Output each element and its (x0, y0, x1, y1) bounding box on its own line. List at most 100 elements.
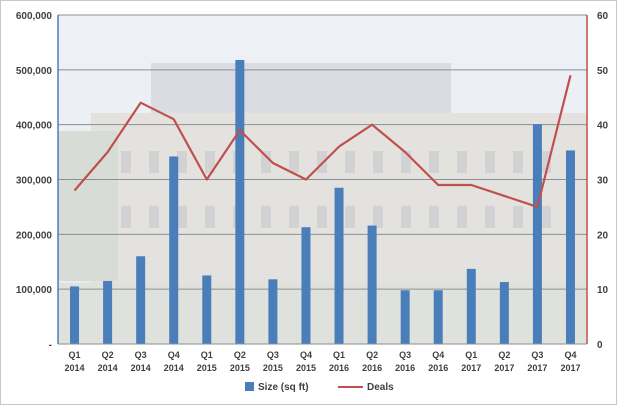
x-tick-label-quarter: Q2 (366, 350, 378, 360)
left-tick-label: 500,000 (16, 66, 53, 77)
x-tick-label-quarter: Q2 (498, 350, 510, 360)
bar (301, 227, 311, 344)
backdrop-window (345, 206, 355, 228)
x-tick-label-year: 2014 (65, 363, 85, 373)
backdrop-window (289, 206, 299, 228)
x-tick-label-year: 2016 (362, 363, 382, 373)
backdrop-ground (58, 283, 587, 344)
bar (433, 290, 443, 344)
backdrop-window (177, 206, 187, 228)
x-tick-label-quarter: Q3 (399, 350, 411, 360)
backdrop-window (261, 206, 271, 228)
left-axis-ticks: - 100,000 200,000 300,000 400,000 500,000 600,… (16, 11, 53, 351)
backdrop-window (345, 151, 355, 173)
x-tick-label-year: 2015 (296, 363, 316, 373)
left-tick-label: - (49, 340, 52, 351)
backdrop-trees-left (58, 131, 118, 281)
backdrop-window (149, 151, 159, 173)
x-tick-label-year: 2017 (461, 363, 481, 373)
left-tick-label: 100,000 (16, 285, 53, 296)
backdrop-window (317, 206, 327, 228)
bar (367, 225, 377, 344)
x-tick-label-quarter: Q4 (168, 350, 180, 360)
backdrop-window (121, 206, 131, 228)
backdrop-window (373, 151, 383, 173)
x-tick-label-year: 2015 (197, 363, 217, 373)
bar (268, 279, 278, 344)
backdrop-roof (151, 63, 451, 119)
right-tick-label: 10 (597, 285, 609, 296)
x-tick-label-quarter: Q4 (300, 350, 312, 360)
x-tick-label-quarter: Q1 (465, 350, 477, 360)
left-tick-label: 300,000 (16, 176, 53, 187)
axes (57, 15, 588, 345)
backdrop-window (457, 206, 467, 228)
bar (169, 156, 179, 344)
backdrop-window (205, 206, 215, 228)
x-tick-label-quarter: Q1 (201, 350, 213, 360)
backdrop-window (205, 151, 215, 173)
bar (334, 187, 344, 344)
bar (235, 59, 245, 345)
legend-swatch-size (245, 382, 254, 391)
deals-line (73, 75, 572, 208)
backdrop-window (541, 151, 551, 173)
left-tick-label: 400,000 (16, 121, 53, 132)
backdrop-window (485, 151, 495, 173)
x-tick-label-quarter: Q3 (531, 350, 543, 360)
backdrop-window (429, 206, 439, 228)
x-tick-label-year: 2016 (428, 363, 448, 373)
backdrop-window (485, 206, 495, 228)
x-tick-label-quarter: Q3 (267, 350, 279, 360)
backdrop-window (261, 151, 271, 173)
x-tick-label-quarter: Q3 (135, 350, 147, 360)
x-tick-label-quarter: Q1 (333, 350, 345, 360)
x-tick-label-year: 2017 (494, 363, 514, 373)
backdrop-window (457, 151, 467, 173)
right-tick-label: 0 (597, 340, 603, 351)
right-tick-label: 20 (597, 230, 609, 241)
bar (532, 124, 542, 344)
legend-label-size: Size (sq ft) (258, 382, 309, 393)
x-tick-label-quarter: Q1 (69, 350, 81, 360)
left-tick-label: 200,000 (16, 230, 53, 241)
x-tick-label-quarter: Q4 (432, 350, 444, 360)
legend-label-deals: Deals (367, 382, 394, 393)
x-tick-label-year: 2016 (329, 363, 349, 373)
right-tick-label: 30 (597, 176, 609, 187)
x-tick-label-quarter: Q4 (564, 350, 576, 360)
backdrop-window (513, 206, 523, 228)
bar (499, 282, 509, 344)
backdrop-window (177, 151, 187, 173)
right-tick-label: 50 (597, 66, 609, 77)
backdrop-window (541, 206, 551, 228)
line-series (73, 75, 572, 208)
bar (103, 280, 113, 344)
legend: Size (sq ft) Deals (245, 382, 394, 393)
bar (466, 268, 476, 344)
x-tick-label-year: 2014 (164, 363, 184, 373)
x-tick-label-year: 2017 (560, 363, 580, 373)
x-tick-label-year: 2017 (527, 363, 547, 373)
x-tick-label-year: 2015 (263, 363, 283, 373)
right-tick-label: 60 (597, 11, 609, 22)
x-tick-label-quarter: Q2 (234, 350, 246, 360)
right-axis-ticks: 0 10 20 30 40 50 60 (597, 11, 609, 351)
x-tick-label-year: 2014 (98, 363, 118, 373)
right-tick-label: 40 (597, 121, 609, 132)
bar (70, 286, 80, 344)
x-tick-label-year: 2014 (131, 363, 151, 373)
backdrop-window (149, 206, 159, 228)
bar (202, 275, 212, 344)
backdrop-window (513, 151, 523, 173)
x-tick-label-quarter: Q2 (102, 350, 114, 360)
x-tick-label-year: 2016 (395, 363, 415, 373)
backdrop-window (429, 151, 439, 173)
x-tick-label-year: 2015 (230, 363, 250, 373)
bar (565, 150, 575, 344)
backdrop-window (373, 206, 383, 228)
left-tick-label: 600,000 (16, 11, 53, 22)
backdrop-window (289, 151, 299, 173)
